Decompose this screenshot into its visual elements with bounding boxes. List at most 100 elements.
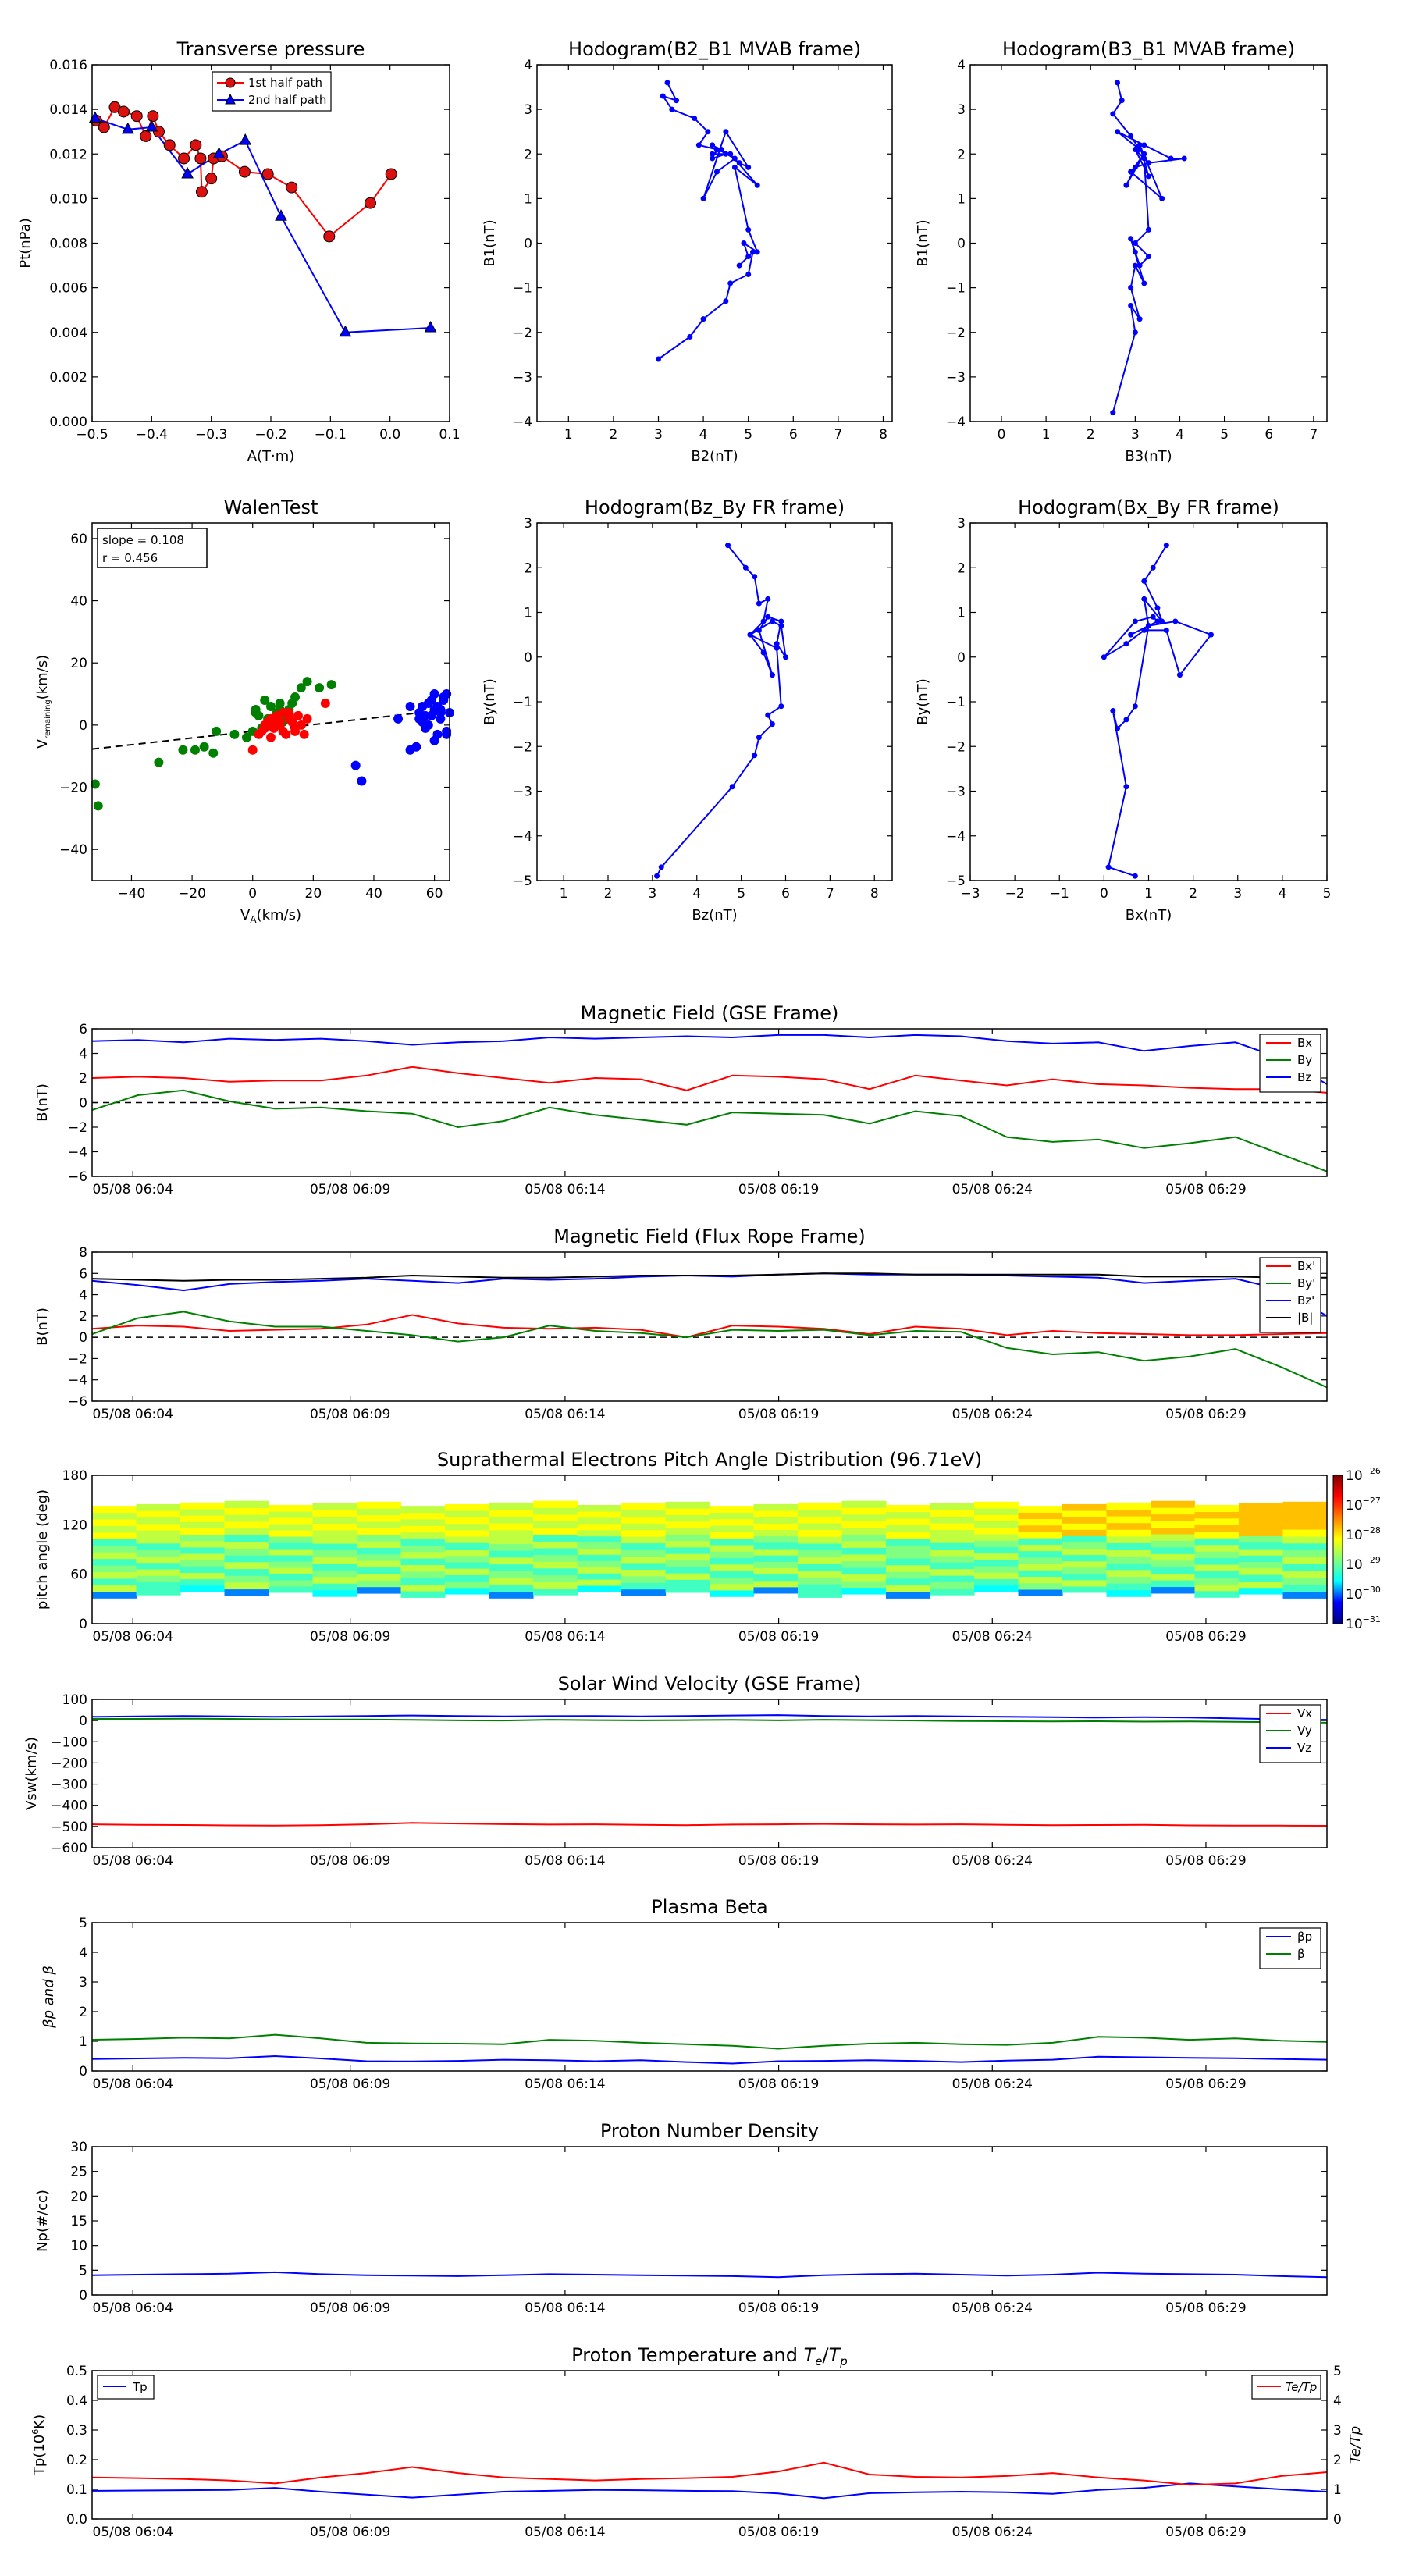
scatter-point-green — [266, 701, 276, 711]
heatmap-cell — [886, 1591, 931, 1599]
y-axis-label: B(nT) — [34, 1308, 51, 1346]
y-tick-label: −600 — [51, 1841, 87, 1856]
heatmap-cell — [400, 1590, 446, 1598]
heatmap-cell — [357, 1547, 402, 1555]
hodogram-point — [1132, 249, 1138, 255]
x-tick-label: 40 — [365, 886, 382, 902]
heatmap-cell — [1282, 1535, 1328, 1544]
hodogram-point — [660, 93, 666, 99]
heatmap-cell — [1018, 1544, 1063, 1552]
y-tick-label: −100 — [51, 1735, 87, 1750]
heatmap-cell — [665, 1553, 710, 1560]
y2-tick-label: 4 — [1333, 2393, 1342, 2409]
hodogram-point — [1132, 873, 1138, 879]
x-tick-label: 8 — [879, 427, 887, 443]
x-tick-label: 7 — [834, 427, 842, 443]
heatmap-cell — [710, 1512, 755, 1520]
hodogram-point — [756, 735, 762, 741]
hodogram-point — [723, 129, 729, 135]
series-line-Bx — [91, 1066, 1328, 1094]
heatmap-cell — [489, 1516, 534, 1524]
time-tick-label: 05/08 06:19 — [738, 2524, 819, 2540]
y-tick-label: 2 — [79, 1071, 87, 1087]
heatmap-cell — [621, 1536, 667, 1544]
hodogram-point — [710, 155, 716, 162]
x-tick-label: 7 — [1309, 427, 1318, 443]
hodogram-point — [1159, 618, 1165, 624]
scatter-point-green — [208, 748, 219, 758]
heatmap-cell — [180, 1546, 226, 1554]
heatmap-cell — [886, 1538, 931, 1546]
heatmap-cell — [136, 1542, 181, 1550]
heatmap-cell — [1194, 1590, 1240, 1598]
heatmap-cell — [533, 1574, 578, 1582]
y-tick-label: 6 — [79, 1266, 87, 1282]
heatmap-cell — [930, 1568, 975, 1576]
hodogram-point — [1132, 147, 1138, 153]
heatmap-cell — [798, 1522, 843, 1531]
heatmap-cell — [1062, 1548, 1108, 1556]
heatmap-cell — [1062, 1523, 1108, 1530]
scatter-point-red — [247, 745, 258, 755]
hodogram-point — [1115, 129, 1121, 135]
y-tick-label: 0 — [79, 1617, 87, 1632]
heatmap-cell — [1062, 1585, 1108, 1593]
plot-frame — [91, 1028, 1328, 1177]
hodogram-point — [1128, 169, 1134, 175]
hodogram-point — [1128, 236, 1134, 242]
annotation-r: r = 0.456 — [102, 551, 158, 565]
heatmap-cell — [841, 1587, 887, 1595]
colorbar-base: 10 — [1346, 1617, 1363, 1632]
heatmap-cell — [445, 1555, 490, 1563]
data-point-1st-half — [238, 165, 251, 178]
heatmap-cell — [1151, 1553, 1196, 1561]
data-point-2nd-half — [424, 320, 437, 333]
time-tick-label: 05/08 06:19 — [738, 1407, 819, 1422]
heatmap-cell — [1062, 1503, 1108, 1511]
y-axis-label: pitch angle (deg) — [34, 1489, 51, 1610]
scatter-point-red — [290, 723, 301, 733]
heatmap-cell — [312, 1589, 357, 1597]
data-point-2nd-half — [121, 122, 134, 134]
heatmap-cell — [489, 1509, 534, 1517]
heatmap-cell — [224, 1541, 269, 1549]
heatmap-cell — [224, 1555, 269, 1563]
y-tick-label: 4 — [79, 1288, 87, 1304]
heatmap-cell — [1151, 1580, 1196, 1588]
heatmap-cell — [930, 1555, 975, 1563]
y-tick-label: 2 — [79, 2005, 87, 2020]
heatmap-cell — [621, 1589, 667, 1596]
hodogram-point — [664, 80, 670, 86]
heatmap-cell — [445, 1581, 490, 1589]
heatmap-cell — [710, 1571, 755, 1578]
heatmap-cell — [1194, 1557, 1240, 1565]
plot-h2: Hodogram(B3_B1 MVAB frame) −4 −3 −2 −1 0 1 2 3 4 0… — [915, 38, 1328, 464]
y-tick-label: −3 — [946, 785, 966, 800]
hodogram-point — [656, 356, 662, 362]
heatmap-cell — [841, 1553, 887, 1561]
hodogram-point — [1136, 316, 1143, 322]
heatmap-cell — [533, 1554, 578, 1562]
heatmap-cell — [930, 1542, 975, 1550]
heatmap-cell — [841, 1567, 887, 1574]
x-axis-label: B2(nT) — [691, 448, 738, 464]
x-tick-label: 1 — [560, 886, 568, 902]
heatmap-cell — [1282, 1529, 1328, 1537]
hodogram-line — [656, 544, 787, 877]
heatmap-cell — [974, 1527, 1019, 1535]
heatmap-cell — [136, 1523, 181, 1531]
heatmap-cell — [312, 1503, 357, 1510]
y-tick-label: 0.2 — [66, 2453, 87, 2468]
heatmap-cell — [753, 1510, 799, 1517]
heatmap-cell — [1106, 1563, 1151, 1571]
legend-label: By — [1297, 1053, 1312, 1067]
heatmap-cell — [269, 1567, 314, 1574]
colorbar-exp: −31 — [1363, 1614, 1381, 1624]
y-tick-label: 1 — [79, 2034, 87, 2050]
time-tick-label: 05/08 06:19 — [738, 1629, 819, 1645]
heatmap-cell — [1282, 1577, 1328, 1585]
label-sup: 6 — [30, 2429, 41, 2435]
x-tick-label: 0 — [248, 886, 257, 902]
heatmap-cell — [841, 1540, 887, 1548]
heatmap-cell — [841, 1527, 887, 1535]
